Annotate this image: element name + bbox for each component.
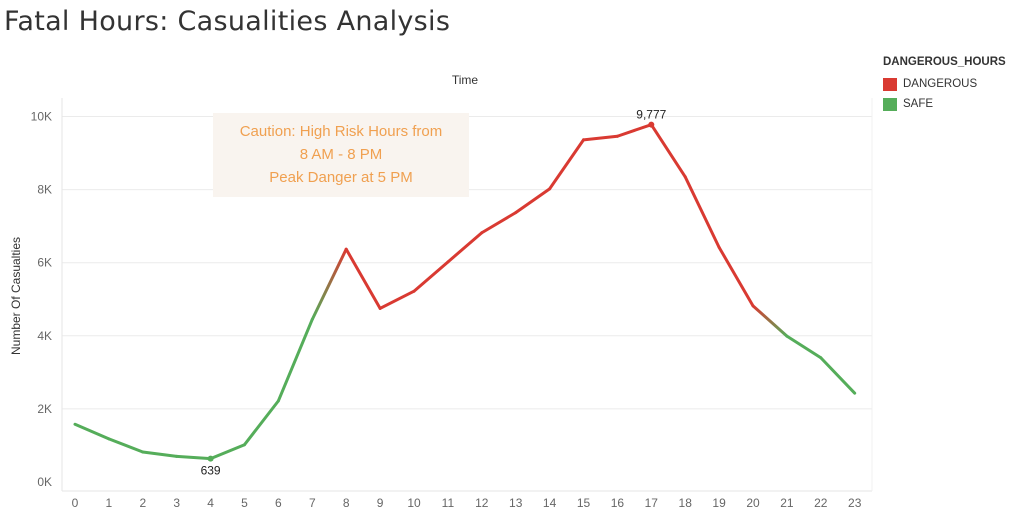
x-tick-label: 18 (679, 496, 693, 510)
x-tick-label: 5 (241, 496, 248, 510)
y-tick-label: 2K (37, 402, 52, 416)
data-point (648, 121, 655, 128)
line-segment (175, 454, 213, 461)
line-segment (683, 175, 721, 249)
x-tick-label: 4 (207, 496, 214, 510)
legend-item-dangerous[interactable]: DANGEROUS (883, 74, 1006, 94)
data-labels: 639 9,777 (201, 108, 667, 478)
line-segment (209, 443, 246, 461)
x-tick-label: 22 (814, 496, 828, 510)
line-segment (446, 231, 484, 264)
line-segment (582, 134, 619, 142)
line-segment (615, 123, 653, 138)
line-segment (243, 399, 280, 447)
line-segment (378, 289, 416, 310)
chart-title: Fatal Hours: Casualities Analysis (4, 6, 451, 37)
y-tick-label: 8K (37, 183, 52, 197)
legend-swatch-safe (883, 97, 897, 111)
annotation-line: Caution: High Risk Hours from (240, 123, 443, 140)
legend-swatch-dangerous (883, 77, 897, 91)
data-point (207, 455, 214, 462)
data-label: 639 (201, 464, 221, 478)
y-axis-title: Number Of Casualties (9, 237, 23, 355)
annotation-background (213, 113, 469, 197)
x-tick-label: 12 (475, 496, 489, 510)
annotation-line: 8 AM - 8 PM (300, 146, 383, 163)
x-tick-label: 11 (442, 496, 455, 510)
line-segment (785, 334, 823, 360)
x-tick-label: 1 (106, 496, 113, 510)
line-segment (649, 123, 687, 179)
y-tick-label: 4K (37, 329, 52, 343)
line-segment (276, 317, 314, 403)
x-tick-label: 8 (343, 496, 350, 510)
x-tick-label: 21 (780, 496, 794, 510)
line-segment (73, 422, 111, 441)
y-tick-label: 0K (37, 475, 52, 489)
line-segment (344, 247, 382, 310)
line-segment (310, 247, 348, 321)
data-label: 9,777 (636, 108, 666, 122)
legend-label: DANGEROUS (903, 78, 978, 90)
x-tick-label: 16 (611, 496, 625, 510)
line-segment (480, 211, 518, 235)
x-tick-label: 0 (72, 496, 79, 510)
line-segment (514, 187, 552, 215)
x-tick-label: 9 (377, 496, 384, 510)
legend-title: DANGEROUS_HOURS (883, 56, 1006, 68)
x-tick-label: 3 (173, 496, 180, 510)
legend: DANGEROUS_HOURS DANGEROUS SAFE (883, 56, 1006, 114)
annotation-box: Caution: High Risk Hours from 8 AM - 8 P… (213, 113, 469, 197)
x-tick-label: 6 (275, 496, 282, 510)
x-axis-title: Time (452, 73, 479, 87)
x-tick-label: 15 (577, 496, 591, 510)
legend-label: SAFE (903, 98, 934, 110)
line-segment (107, 437, 145, 454)
line-segment (141, 450, 179, 458)
x-tick-label: 14 (543, 496, 557, 510)
line-segment (548, 138, 585, 191)
line-segment (717, 245, 755, 308)
x-tick-label: 13 (509, 496, 523, 510)
x-tick-label: 19 (712, 496, 726, 510)
line-segment (819, 356, 857, 395)
x-tick-label: 7 (309, 496, 316, 510)
y-tick-label: 10K (31, 110, 52, 124)
line-segment (751, 304, 789, 338)
series-line (73, 121, 857, 462)
x-tick-label: 2 (139, 496, 146, 510)
x-tick-label: 20 (746, 496, 760, 510)
x-tick-label: 17 (645, 496, 659, 510)
line-segment (412, 260, 450, 293)
x-tick-label: 23 (848, 496, 862, 510)
x-tick-label: 10 (407, 496, 421, 510)
y-tick-label: 6K (37, 256, 52, 270)
annotation-line: Peak Danger at 5 PM (269, 169, 412, 186)
legend-item-safe[interactable]: SAFE (883, 94, 1006, 114)
